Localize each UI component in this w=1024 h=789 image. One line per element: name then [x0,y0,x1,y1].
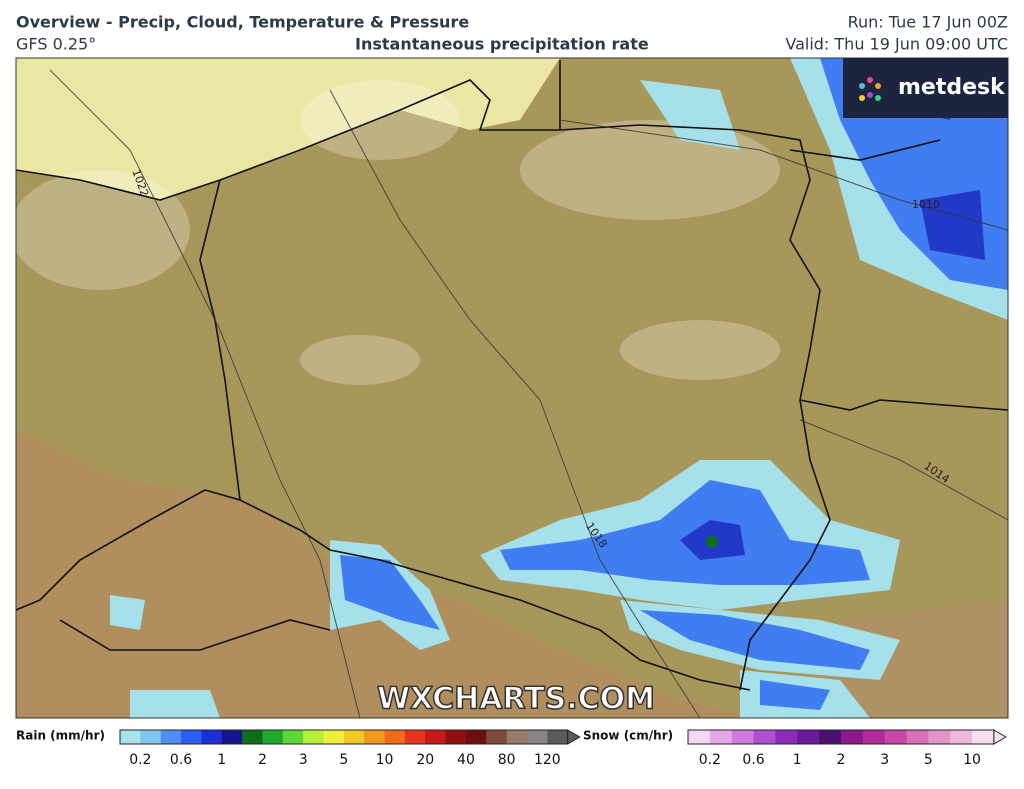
rain-tick-label: 2 [258,752,267,768]
rain-swatch [323,730,345,744]
map [15,57,1009,719]
rain-swatch [201,730,223,744]
snow-tick-label: 0.2 [699,752,721,768]
rain-tick-label: 80 [498,752,516,768]
snow-swatch [906,730,929,744]
title: Overview - Precip, Cloud, Temperature & … [16,13,469,32]
rain-tick-label: 10 [376,752,394,768]
snow-swatch [950,730,973,744]
rain-swatch [425,730,447,744]
rain-tick-label: 3 [299,752,308,768]
rain-tick-label: 5 [339,752,348,768]
snow-swatch [840,730,864,744]
rain-swatch [140,730,162,744]
snow-swatch [753,730,776,744]
snow-swatch [797,730,820,744]
snow-tick-label: 0.6 [742,752,764,768]
rain-swatch [547,730,569,744]
snow-swatch [884,730,907,744]
snow-swatch [928,730,951,744]
model: GFS 0.25° [16,35,96,54]
valid: Valid: Thu 19 Jun 09:00 UTC [785,35,1008,54]
snow-swatch [731,730,755,744]
logo-icon [859,77,881,101]
snow-swatch [972,730,995,744]
rain-tick-label: 20 [416,752,434,768]
logo: metdesk [898,75,1006,100]
snow-tick-label: 3 [880,752,889,768]
snow-tick-label: 1 [793,752,802,768]
rain-swatch [181,730,202,744]
rain-swatch [506,730,528,744]
snow-tick-label: 10 [963,752,981,768]
rain-swatch [527,730,548,744]
rain-arrow [567,729,581,745]
rain-tick-label: 40 [457,752,475,768]
rain-swatch [486,730,508,744]
rain-tick-label: 1 [217,752,226,768]
rain-swatch [282,730,304,744]
rain-swatch [120,730,141,744]
rain-tick-label: 0.6 [170,752,192,768]
isobar-label: 1010 [912,198,940,211]
rain-tick-label: 120 [534,752,561,768]
snow-arrow [993,729,1007,745]
rain-swatch [242,730,263,744]
logo-box [843,58,1008,118]
rain-swatch [343,730,365,744]
legend: 0.2 0.6 1 2 3 5 10 20 40 80 120 0.2 0.6 1 2 3 5 10 [119,729,1007,768]
snow-swatch [819,730,842,744]
rain-swatch [384,730,406,744]
product: Instantaneous precipitation rate [355,35,649,54]
rain-legend-title: Rain (mm/hr) [16,729,105,743]
snow-tick-label: 2 [836,752,845,768]
rain-tick-label: 0.2 [129,752,151,768]
snow-swatch [688,730,711,744]
rain-swatch [364,730,386,744]
rain-swatch [303,730,324,744]
run: Run: Tue 17 Jun 00Z [848,13,1008,32]
snow-swatch [709,730,733,744]
rain-swatch [465,730,487,744]
rain-swatch [262,730,284,744]
snow-swatch [862,730,886,744]
rain-swatch [445,730,467,744]
snow-swatch [775,730,798,744]
rain-swatch [221,730,243,744]
snow-legend-title: Snow (cm/hr) [583,729,673,743]
watermark: WXCHARTS.COM [377,682,655,717]
rain-swatch [404,730,426,744]
snow-tick-label: 5 [924,752,933,768]
rain-swatch [160,730,182,744]
